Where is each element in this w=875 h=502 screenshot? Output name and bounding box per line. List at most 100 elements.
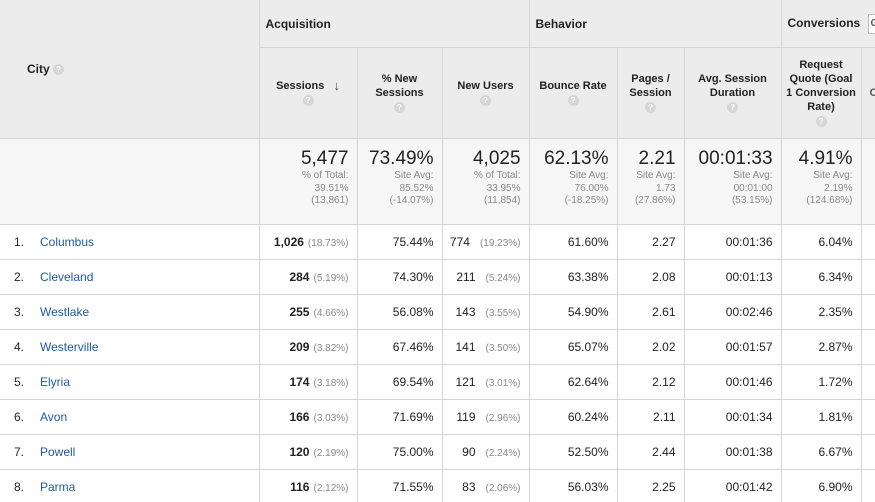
- goal-conversion-cell: 1.72%: [781, 364, 862, 400]
- new-users-percent: (3.50%): [485, 343, 521, 354]
- new-sessions-cell: 71.55%: [357, 469, 443, 502]
- row-index: 3.: [14, 305, 25, 319]
- new-users-cell: 121 (3.01%): [442, 364, 530, 400]
- sessions-percent: (3.03%): [313, 413, 349, 424]
- table-row: 7. Powell 120 (2.19%) 75.00% 90 (2.24%) 52.50% 2…: [0, 434, 875, 470]
- sessions-column-header[interactable]: Sessions ↓ ?: [259, 47, 358, 139]
- partial-cell: [861, 399, 875, 435]
- avg-duration-cell: 00:01:57: [684, 329, 782, 365]
- bounce-rate-cell: 56.03%: [529, 469, 618, 502]
- new-users-value: 774: [449, 235, 470, 249]
- avg-duration-cell: 00:01:13: [684, 259, 782, 295]
- help-icon[interactable]: ?: [815, 115, 827, 127]
- row-index: 6.: [14, 410, 25, 424]
- help-icon[interactable]: ?: [480, 94, 491, 106]
- table-row: 5. Elyria 174 (3.18%) 69.54% 121 (3.01%) 62.64%…: [0, 364, 875, 400]
- new-users-percent: (2.96%): [485, 413, 521, 424]
- sessions-header-label: Sessions: [276, 79, 325, 92]
- new-users-percent: (3.55%): [485, 308, 521, 319]
- goal-conversion-header-label: Request Quote (Goal 1 Conversion Rate): [786, 59, 856, 113]
- new-sessions-cell: 69.54%: [357, 364, 443, 400]
- bounce-rate-header-label: Bounce Rate: [539, 80, 607, 92]
- sessions-percent: (18.73%): [307, 238, 349, 249]
- avg-duration-column-header[interactable]: Avg. Session Duration ?: [684, 47, 782, 139]
- help-icon[interactable]: ?: [567, 94, 579, 106]
- sessions-value: 120: [289, 445, 310, 459]
- new-users-cell: 119 (2.96%): [442, 399, 530, 435]
- pages-session-cell: 2.44: [617, 434, 685, 470]
- sessions-percent: (2.12%): [313, 483, 349, 494]
- row-index: 5.: [14, 375, 25, 389]
- new-users-header-label: New Users: [457, 80, 514, 92]
- totals-label-cell: [0, 138, 260, 225]
- help-icon[interactable]: ?: [727, 101, 739, 113]
- city-column-header[interactable]: City ?: [0, 0, 260, 139]
- help-icon[interactable]: ?: [302, 94, 314, 106]
- goal-conversion-cell: 6.67%: [781, 434, 862, 470]
- partial-cell: [861, 259, 875, 295]
- row-index: 2.: [14, 270, 25, 284]
- new-sessions-cell: 74.30%: [357, 259, 443, 295]
- goal-select-dropdown[interactable]: G: [867, 13, 875, 34]
- sessions-cell: 166 (3.03%): [259, 399, 358, 435]
- total-bounce-rate: 62.13% Site Avg: 76.00% (-18.25%): [529, 138, 618, 225]
- goal-conversion-cell: 6.04%: [781, 224, 862, 260]
- new-users-value: 119: [456, 410, 476, 424]
- new-users-cell: 143 (3.55%): [442, 294, 530, 330]
- new-sessions-column-header[interactable]: % New Sessions ?: [357, 47, 443, 139]
- new-users-percent: (3.01%): [485, 378, 521, 389]
- new-sessions-cell: 56.08%: [357, 294, 443, 330]
- goal-conversion-cell: 1.81%: [781, 399, 862, 435]
- total-new-users: 4,025% of Total: 33.95% (11,854): [442, 138, 530, 225]
- city-link[interactable]: Powell: [40, 445, 76, 459]
- next-column-header-partial[interactable]: C C: [861, 47, 875, 139]
- sort-descending-icon[interactable]: ↓: [333, 78, 340, 94]
- partial-cell: [861, 294, 875, 330]
- city-link[interactable]: Westerville: [40, 340, 99, 354]
- city-cell: 7. Powell: [0, 434, 260, 470]
- pages-session-column-header[interactable]: Pages / Session ?: [617, 47, 685, 139]
- avg-duration-cell: 00:01:42: [684, 469, 782, 502]
- city-link[interactable]: Cleveland: [40, 270, 94, 284]
- avg-duration-cell: 00:01:38: [684, 434, 782, 470]
- new-users-cell: 90 (2.24%): [442, 434, 530, 470]
- new-users-cell: 83 (2.06%): [442, 469, 530, 502]
- conversions-label: Conversions: [787, 15, 861, 30]
- sessions-cell: 1,026 (18.73%): [259, 224, 358, 260]
- total-new-sessions: 73.49% Site Avg: 85.52% (-14.07%): [357, 138, 443, 225]
- city-link[interactable]: Westlake: [40, 305, 90, 319]
- city-link[interactable]: Elyria: [40, 375, 71, 389]
- city-link[interactable]: Columbus: [40, 235, 95, 249]
- table-row: 6. Avon 166 (3.03%) 71.69% 119 (2.96%) 60.24% 2.…: [0, 399, 875, 435]
- table-row: 8. Parma 116 (2.12%) 71.55% 83 (2.06%) 56.03% 2.…: [0, 469, 875, 502]
- city-link[interactable]: Avon: [40, 410, 68, 424]
- new-users-value: 83: [462, 480, 476, 494]
- new-users-cell: 211 (5.24%): [442, 259, 530, 295]
- sessions-percent: (5.19%): [313, 273, 349, 284]
- bounce-rate-cell: 61.60%: [529, 224, 618, 260]
- sessions-value: 166: [289, 410, 310, 424]
- totals-row: 5,477% of Total: 39.51% (13,861) 73.49% Sit…: [0, 138, 875, 225]
- city-link[interactable]: Parma: [40, 480, 76, 494]
- row-index: 8.: [14, 480, 25, 494]
- goal-conversion-cell: 6.90%: [781, 469, 862, 502]
- total-goal-conversion: 4.91% Site Avg: 2.19% (124.68%): [781, 138, 862, 225]
- bounce-rate-column-header[interactable]: Bounce Rate ?: [529, 47, 618, 139]
- new-users-value: 141: [455, 340, 476, 354]
- bounce-rate-cell: 63.38%: [529, 259, 618, 295]
- table-row: 2. Cleveland 284 (5.19%) 74.30% 211 (5.24%) 63.…: [0, 259, 875, 295]
- new-users-column-header[interactable]: New Users ?: [442, 47, 530, 139]
- help-icon[interactable]: ?: [53, 64, 65, 76]
- help-icon[interactable]: ?: [394, 101, 405, 113]
- partial-cell: [861, 224, 875, 260]
- avg-duration-cell: 00:02:46: [684, 294, 782, 330]
- pages-session-cell: 2.61: [617, 294, 685, 330]
- goal-conversion-column-header[interactable]: Request Quote (Goal 1 Conversion Rate) ?: [781, 47, 862, 139]
- table-row: 3. Westlake 255 (4.66%) 56.08% 143 (3.55%) 54.9…: [0, 294, 875, 330]
- new-sessions-cell: 71.69%: [357, 399, 443, 435]
- total-partial-cell: [861, 138, 875, 225]
- help-icon[interactable]: ?: [645, 101, 657, 113]
- new-sessions-cell: 75.44%: [357, 224, 443, 260]
- city-cell: 2. Cleveland: [0, 259, 260, 295]
